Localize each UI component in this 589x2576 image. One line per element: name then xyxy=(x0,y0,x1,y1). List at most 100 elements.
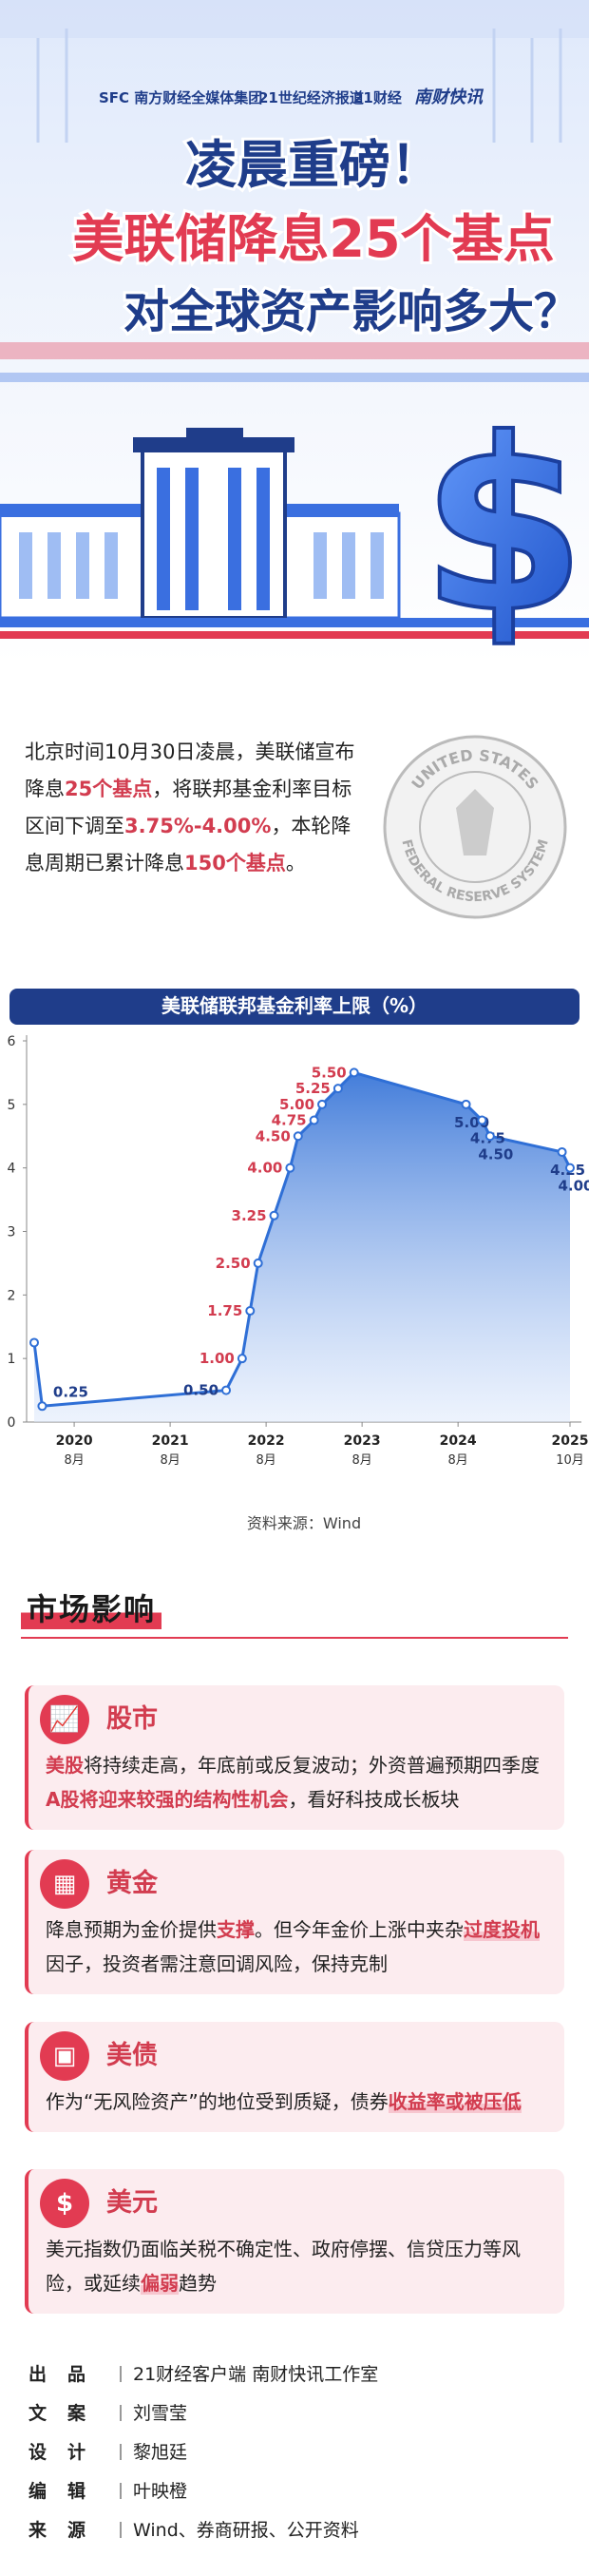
credit-value: 21财经客户端 南财快讯工作室 xyxy=(133,2364,379,2385)
y-tick-label: 6 xyxy=(8,1034,16,1049)
credit-value: 黎旭廷 xyxy=(133,2442,188,2463)
header-banner: SFC 南方财经全媒体集团 21世纪经济报道 21财经 南财快讯 凌晨重磅！ 美… xyxy=(0,0,589,665)
credit-row: 文案 刘雪莹 xyxy=(28,2394,378,2433)
fed-seal: UNITED STATES FEDERAL RESERVE SYSTEM xyxy=(383,735,567,919)
chart-title-bar xyxy=(10,989,580,1025)
logo: 南财快讯 xyxy=(414,87,484,107)
building xyxy=(0,428,589,639)
point xyxy=(565,1163,575,1173)
point xyxy=(349,1067,359,1078)
card-title: 美元 xyxy=(106,2188,158,2218)
x-tick-label: 2023 xyxy=(344,1433,381,1449)
credit-row: 来源 Wind、券商研报、公开资料 xyxy=(28,2511,378,2550)
point xyxy=(221,1385,232,1395)
dollar-icon: $ xyxy=(419,386,588,665)
x-tick-sublabel: 8月 xyxy=(448,1453,468,1468)
credit-label: 设计 xyxy=(28,2442,107,2463)
card-title: 黄金 xyxy=(106,1869,158,1898)
credit-label: 文案 xyxy=(28,2403,107,2424)
text-segment: 降息预期为金价提供 xyxy=(46,1918,217,1941)
value-label: 5.00 xyxy=(279,1096,314,1113)
intro-text: 北京时间10月30日凌晨，美联储宣布降息25个基点，将联邦基金利率目标区间下调至… xyxy=(25,734,362,882)
market-card: 📈 股市美股将持续走高，年底前或反复波动；外资普遍预期四季度 A股将迎来较强的结构性… xyxy=(25,1685,564,1830)
logo: SFC 南方财经全媒体集团 xyxy=(99,89,262,106)
value-label: 4.00 xyxy=(247,1160,282,1177)
credit-value: 刘雪莹 xyxy=(133,2403,188,2424)
credit-value: 叶映橙 xyxy=(133,2481,188,2502)
text-segment: ，看好科技成长板块 xyxy=(288,1788,460,1811)
value-label: 0.25 xyxy=(53,1383,88,1400)
text-segment: ，将联邦基金利率目标区间下调至 xyxy=(25,778,352,837)
point xyxy=(317,1099,328,1109)
text-segment: 作为“无风险资产”的地位受到质疑，债券 xyxy=(46,2090,389,2113)
value-label: 4.50 xyxy=(256,1127,291,1144)
text-segment: 支撑 xyxy=(217,1918,255,1941)
text-segment: 25个基点 xyxy=(65,778,153,800)
value-label: 2.50 xyxy=(216,1255,251,1272)
x-tick-sublabel: 8月 xyxy=(352,1453,371,1468)
y-tick-label: 4 xyxy=(8,1162,16,1177)
card-body: 美元指数仍面临关税不确定性、政府停摆、信贷压力等风险，或延续偏弱趋势 xyxy=(46,2232,547,2300)
value-label: 1.00 xyxy=(200,1350,235,1367)
x-tick-sublabel: 8月 xyxy=(256,1453,276,1468)
divider xyxy=(21,1637,568,1639)
x-tick-sublabel: 10月 xyxy=(556,1453,584,1468)
point xyxy=(461,1099,471,1109)
text-segment: 因子，投资者需注意回调风险，保持克制 xyxy=(46,1952,388,1975)
headline: 对全球资产影响多大？ xyxy=(124,285,580,338)
value-label: 5.25 xyxy=(295,1080,331,1097)
card-body: 美股将持续走高，年底前或反复波动；外资普遍预期四季度 A股将迎来较强的结构性机会，… xyxy=(46,1748,547,1817)
text-segment: 将持续走高，年底前或反复波动；外资普遍预期四季度 xyxy=(84,1754,540,1777)
point xyxy=(29,1337,39,1348)
value-label: 4.50 xyxy=(478,1145,513,1163)
x-tick-label: 2021 xyxy=(152,1433,189,1449)
text-segment: 。 xyxy=(285,852,306,875)
point xyxy=(309,1115,319,1125)
credit-label: 出品 xyxy=(28,2364,107,2385)
logo: 21世纪经济报道 xyxy=(258,89,364,106)
text-segment: 过度投机 xyxy=(464,1918,540,1941)
card-icon: 📈 xyxy=(40,1695,89,1744)
stripes xyxy=(0,0,589,382)
text-segment: 趋势 xyxy=(179,2272,217,2295)
chart: 美联储联邦基金利率上限（%） 资料来源：Wind 0 1 2 3 4 5 6 2020 8月 20… xyxy=(8,989,589,1532)
card-icon: ▣ xyxy=(40,2031,89,2081)
card-body: 降息预期为金价提供支撑。但今年金价上涨中夹杂过度投机因子，投资者需注意回调风险，… xyxy=(46,1913,547,1981)
credit-row: 设计 黎旭廷 xyxy=(28,2433,378,2472)
value-label: 1.75 xyxy=(207,1302,242,1319)
x-tick-label: 2025 xyxy=(552,1433,589,1449)
card-icon: ▦ xyxy=(40,1859,89,1909)
svg-text:$: $ xyxy=(421,388,586,664)
headline: 凌晨重磅！ xyxy=(185,135,442,195)
credit-row: 出品 21财经客户端 南财快讯工作室 xyxy=(28,2355,378,2394)
value-label: 4.75 xyxy=(272,1112,307,1129)
market-card: ▦ 黄金降息预期为金价提供支撑。但今年金价上涨中夹杂过度投机因子，投资者需注意回调… xyxy=(25,1850,564,1994)
point xyxy=(37,1401,48,1412)
y-tick-label: 2 xyxy=(8,1288,16,1303)
credit-separator xyxy=(120,2444,122,2460)
text-segment: ，本轮降息周期已累计降息 xyxy=(25,815,352,875)
point xyxy=(484,1131,495,1142)
headline: 美联储降息25个基点 xyxy=(72,209,554,269)
y-tick-label: 3 xyxy=(8,1225,16,1240)
x-tick-label: 2024 xyxy=(440,1433,477,1449)
card-title: 股市 xyxy=(106,1704,158,1734)
y-tick-label: 0 xyxy=(8,1415,16,1431)
point xyxy=(253,1258,263,1268)
point xyxy=(237,1354,247,1364)
chart-title: 美联储联邦基金利率上限（%） xyxy=(162,994,428,1017)
text-segment: 150个基点 xyxy=(184,852,286,875)
credit-label: 来源 xyxy=(28,2520,107,2541)
point xyxy=(332,1084,343,1094)
credit-separator xyxy=(120,2405,122,2421)
point xyxy=(269,1210,279,1221)
y-tick-label: 5 xyxy=(8,1098,16,1113)
point xyxy=(293,1131,303,1142)
text-segment: 。但今年金价上涨中夹杂 xyxy=(255,1918,464,1941)
chart-source: 资料来源：Wind xyxy=(247,1514,361,1532)
credit-separator xyxy=(120,2483,122,2499)
credit-row: 编辑 叶映橙 xyxy=(28,2472,378,2511)
card-title: 美债 xyxy=(106,2041,158,2070)
point xyxy=(477,1115,487,1125)
